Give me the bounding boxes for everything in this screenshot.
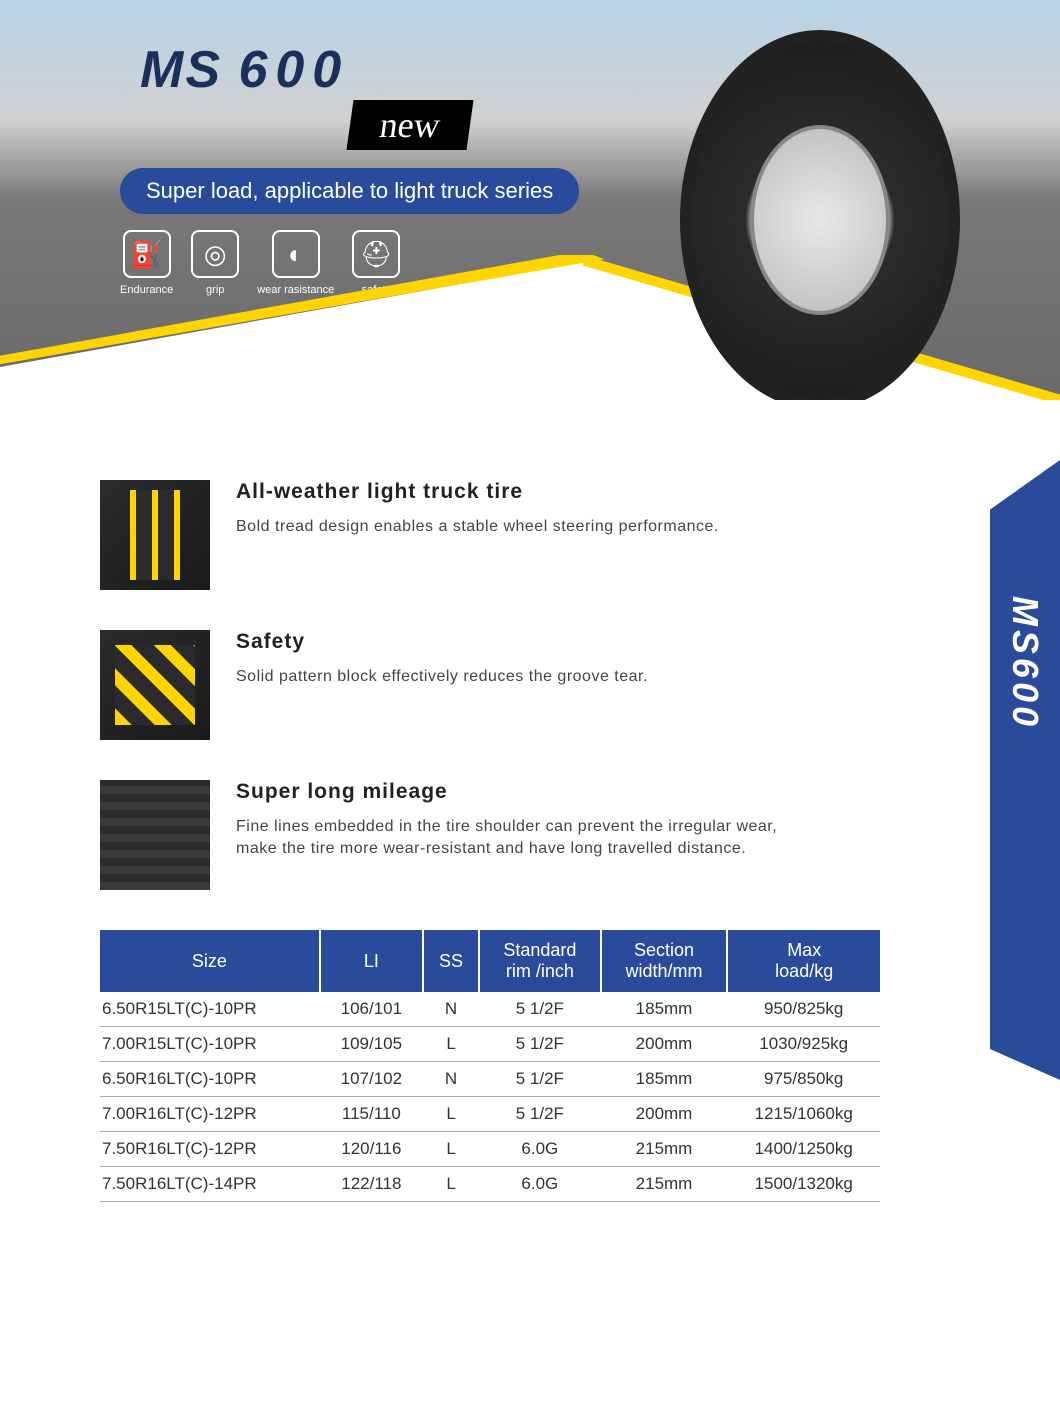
table-cell: 200mm bbox=[601, 1027, 728, 1062]
table-cell: 5 1/2F bbox=[479, 1062, 601, 1097]
feature-title: All-weather light truck tire bbox=[236, 480, 719, 504]
table-row: 6.50R15LT(C)-10PR106/101N5 1/2F185mm950/… bbox=[100, 992, 880, 1027]
table-cell: 107/102 bbox=[320, 1062, 423, 1097]
feature-text: Super long mileage Fine lines embedded i… bbox=[236, 780, 820, 890]
table-cell: 215mm bbox=[601, 1132, 728, 1167]
new-badge: new bbox=[346, 100, 473, 150]
feature-row: All-weather light truck tire Bold tread … bbox=[100, 480, 820, 590]
table-cell: 6.50R15LT(C)-10PR bbox=[100, 992, 320, 1027]
hero-feature-icon: ◐ wear rasistance bbox=[257, 230, 334, 296]
table-cell: 115/110 bbox=[320, 1097, 423, 1132]
table-cell: 6.0G bbox=[479, 1167, 601, 1202]
table-cell: L bbox=[423, 1167, 479, 1202]
side-tab bbox=[990, 460, 1060, 1080]
table-cell: 6.0G bbox=[479, 1132, 601, 1167]
table-header: Maxload/kg bbox=[727, 930, 880, 992]
brand-ms: MS bbox=[140, 41, 222, 99]
feature-row: Safety Solid pattern block effectively r… bbox=[100, 630, 820, 740]
content-area: MS600 All-weather light truck tire Bold … bbox=[0, 400, 1060, 1242]
table-cell: 5 1/2F bbox=[479, 1027, 601, 1062]
table-cell: 1400/1250kg bbox=[727, 1132, 880, 1167]
table-cell: 950/825kg bbox=[727, 992, 880, 1027]
table-cell: 1215/1060kg bbox=[727, 1097, 880, 1132]
table-cell: 215mm bbox=[601, 1167, 728, 1202]
feature-row: Super long mileage Fine lines embedded i… bbox=[100, 780, 820, 890]
table-cell: 7.50R16LT(C)-14PR bbox=[100, 1167, 320, 1202]
feature-thumb bbox=[100, 780, 210, 890]
table-cell: 975/850kg bbox=[727, 1062, 880, 1097]
table-row: 7.50R16LT(C)-12PR120/116L6.0G215mm1400/1… bbox=[100, 1132, 880, 1167]
table-cell: L bbox=[423, 1027, 479, 1062]
table-header: Standard rim /inch bbox=[479, 930, 601, 992]
table-row: 7.00R15LT(C)-10PR109/105L5 1/2F200mm1030… bbox=[100, 1027, 880, 1062]
table-cell: 185mm bbox=[601, 992, 728, 1027]
table-header: Sectionwidth/mm bbox=[601, 930, 728, 992]
table-row: 7.50R16LT(C)-14PR122/118L6.0G215mm1500/1… bbox=[100, 1167, 880, 1202]
table-row: 7.00R16LT(C)-12PR115/110L5 1/2F200mm1215… bbox=[100, 1097, 880, 1132]
side-label: MS600 bbox=[1004, 596, 1046, 730]
table-cell: 1030/925kg bbox=[727, 1027, 880, 1062]
table-cell: 185mm bbox=[601, 1062, 728, 1097]
wear rasistance-icon: ◐ bbox=[272, 230, 320, 278]
table-cell: 1500/1320kg bbox=[727, 1167, 880, 1202]
feature-desc: Solid pattern block effectively reduces … bbox=[236, 666, 648, 688]
table-cell: N bbox=[423, 992, 479, 1027]
tagline-pill: Super load, applicable to light truck se… bbox=[120, 168, 579, 214]
icon-label: Endurance bbox=[120, 284, 173, 296]
feature-icon-row: ⛽Endurance◎grip◐wear rasistance⛑safety bbox=[120, 230, 400, 296]
specs-table: SizeLISSStandard rim /inchSectionwidth/m… bbox=[100, 930, 880, 1202]
table-cell: 200mm bbox=[601, 1097, 728, 1132]
feature-title: Super long mileage bbox=[236, 780, 820, 804]
feature-desc: Bold tread design enables a stable wheel… bbox=[236, 516, 719, 538]
hero-banner: MS 600 new Super load, applicable to lig… bbox=[0, 0, 1060, 400]
feature-text: All-weather light truck tire Bold tread … bbox=[236, 480, 719, 590]
table-cell: 5 1/2F bbox=[479, 1097, 601, 1132]
brand-num: 600 bbox=[238, 41, 349, 99]
feature-title: Safety bbox=[236, 630, 648, 654]
icon-label: grip bbox=[206, 284, 224, 296]
table-cell: 122/118 bbox=[320, 1167, 423, 1202]
hero-feature-icon: ⛽ Endurance bbox=[120, 230, 173, 296]
table-cell: 6.50R16LT(C)-10PR bbox=[100, 1062, 320, 1097]
feature-thumb bbox=[100, 480, 210, 590]
grip-icon: ◎ bbox=[191, 230, 239, 278]
table-header: Size bbox=[100, 930, 320, 992]
table-row: 6.50R16LT(C)-10PR107/102N5 1/2F185mm975/… bbox=[100, 1062, 880, 1097]
table-cell: N bbox=[423, 1062, 479, 1097]
icon-label: wear rasistance bbox=[257, 284, 334, 296]
table-cell: 7.00R16LT(C)-12PR bbox=[100, 1097, 320, 1132]
hero-tire-image bbox=[680, 30, 980, 400]
table-cell: 7.50R16LT(C)-12PR bbox=[100, 1132, 320, 1167]
feature-desc: Fine lines embedded in the tire shoulder… bbox=[236, 816, 820, 861]
table-header: LI bbox=[320, 930, 423, 992]
feature-text: Safety Solid pattern block effectively r… bbox=[236, 630, 648, 740]
safety-icon: ⛑ bbox=[352, 230, 400, 278]
Endurance-icon: ⛽ bbox=[123, 230, 171, 278]
table-header: SS bbox=[423, 930, 479, 992]
hero-feature-icon: ◎ grip bbox=[191, 230, 239, 296]
table-cell: 120/116 bbox=[320, 1132, 423, 1167]
brand-title: MS 600 bbox=[140, 40, 349, 100]
table-cell: L bbox=[423, 1097, 479, 1132]
table-cell: 109/105 bbox=[320, 1027, 423, 1062]
table-cell: L bbox=[423, 1132, 479, 1167]
feature-thumb bbox=[100, 630, 210, 740]
table-cell: 7.00R15LT(C)-10PR bbox=[100, 1027, 320, 1062]
table-cell: 5 1/2F bbox=[479, 992, 601, 1027]
table-cell: 106/101 bbox=[320, 992, 423, 1027]
